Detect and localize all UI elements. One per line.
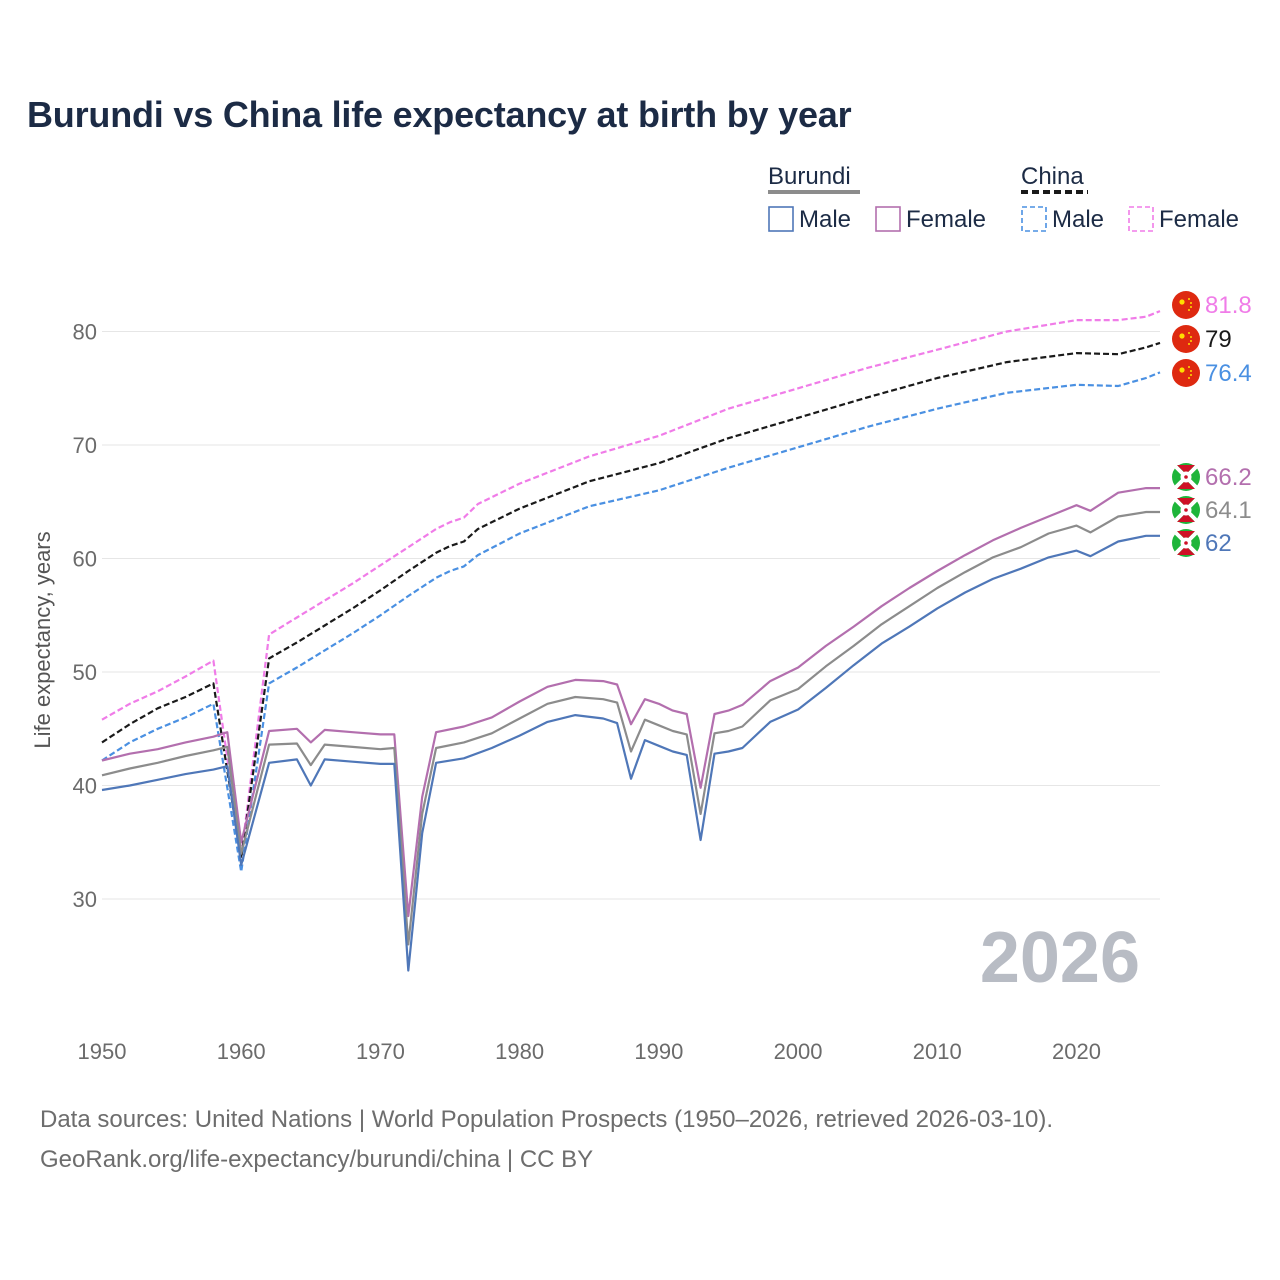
china-flag-star — [1179, 299, 1185, 305]
legend-burundi-male-swatch — [768, 206, 794, 232]
y-tick-label: 50 — [73, 660, 97, 685]
burundi-flag-red — [1177, 531, 1195, 555]
series-line-burundi-female — [101, 487, 1160, 918]
end-label-china-male: 76.4 — [1205, 360, 1252, 387]
y-tick-label: 40 — [73, 774, 97, 799]
china-flag-star — [1190, 370, 1192, 372]
series-line-china-female — [101, 310, 1161, 857]
china-flag-star — [1188, 366, 1190, 368]
end-marker-china-female — [1172, 291, 1200, 319]
legend-china-male-label: Male — [1052, 206, 1104, 233]
china-flag-star — [1190, 336, 1192, 338]
china-flag-star — [1188, 298, 1190, 300]
end-marker-china-total — [1172, 325, 1200, 353]
y-axis-ticks: 30 40 50 60 70 80 — [73, 320, 97, 913]
china-flag-star — [1179, 333, 1185, 339]
series-line-burundi-male — [101, 534, 1160, 972]
burundi-flag-star — [1184, 541, 1188, 545]
x-tick-label: 2020 — [1052, 1039, 1101, 1064]
end-label-burundi-total: 64.1 — [1205, 497, 1252, 524]
china-flag-star — [1190, 340, 1192, 342]
burundi-flag-star — [1184, 508, 1188, 512]
end-marker-china-male — [1172, 359, 1200, 387]
y-tick-label: 80 — [73, 320, 97, 345]
legend-burundi-female-swatch — [875, 206, 901, 232]
legend-china-male-swatch — [1021, 206, 1047, 232]
y-tick-label: 60 — [73, 547, 97, 572]
x-tick-label: 2000 — [774, 1039, 823, 1064]
legend-burundi-female-label: Female — [906, 206, 986, 233]
china-flag-icon — [1172, 325, 1200, 353]
end-label-china-total: 79 — [1205, 326, 1232, 353]
series-line-china-total — [101, 341, 1161, 860]
y-axis-label: Life expectancy, years — [30, 531, 55, 748]
legend-burundi-title: Burundi — [768, 163, 851, 190]
end-marker-burundi-total — [1172, 496, 1200, 524]
china-flag-star — [1188, 377, 1190, 379]
source-line-2: GeoRank.org/life-expectancy/burundi/chin… — [40, 1146, 594, 1173]
gridlines — [102, 331, 1160, 900]
x-axis-ticks: 1950 1960 1970 1980 1990 2000 2010 2020 — [78, 1039, 1101, 1064]
end-label-burundi-female: 66.2 — [1205, 464, 1252, 491]
legend-burundi-male-label: Male — [799, 206, 851, 233]
china-flag-star — [1188, 309, 1190, 311]
x-tick-label: 1960 — [217, 1039, 266, 1064]
series-line-burundi-total — [101, 510, 1160, 946]
china-flag-star — [1190, 302, 1192, 304]
series-lines — [101, 310, 1161, 972]
burundi-flag-star — [1184, 475, 1188, 479]
burundi-flag-red — [1177, 465, 1195, 489]
x-tick-label: 1970 — [356, 1039, 405, 1064]
series-line-china-male — [101, 371, 1161, 873]
end-label-burundi-male: 62 — [1205, 530, 1232, 557]
legend-china-title: China — [1021, 163, 1084, 190]
x-tick-label: 1950 — [78, 1039, 127, 1064]
end-label-china-female: 81.8 — [1205, 292, 1252, 319]
china-flag-star — [1188, 332, 1190, 334]
year-watermark: 2026 — [980, 918, 1140, 998]
china-flag-star — [1190, 374, 1192, 376]
legend-china-female-swatch — [1128, 206, 1154, 232]
china-flag-star — [1190, 306, 1192, 308]
china-flag-icon — [1172, 359, 1200, 387]
legend-china-female-label: Female — [1159, 206, 1239, 233]
x-tick-label: 1990 — [634, 1039, 683, 1064]
end-marker-burundi-male — [1172, 529, 1200, 557]
chart-title: Burundi vs China life expectancy at birt… — [27, 94, 852, 135]
end-marker-burundi-female — [1172, 463, 1200, 491]
burundi-flag-red — [1177, 498, 1195, 522]
source-line-1: Data sources: United Nations | World Pop… — [40, 1106, 1054, 1133]
china-flag-star — [1179, 367, 1185, 373]
china-flag-star — [1188, 343, 1190, 345]
series-end-labels: 81.8 79 76.4 66.2 64.1 62 — [1172, 291, 1252, 557]
legend: Burundi Male Female China Male Female — [768, 163, 1239, 233]
x-tick-label: 1980 — [495, 1039, 544, 1064]
y-tick-label: 30 — [73, 887, 97, 912]
x-tick-label: 2010 — [913, 1039, 962, 1064]
y-tick-label: 70 — [73, 433, 97, 458]
china-flag-icon — [1172, 291, 1200, 319]
